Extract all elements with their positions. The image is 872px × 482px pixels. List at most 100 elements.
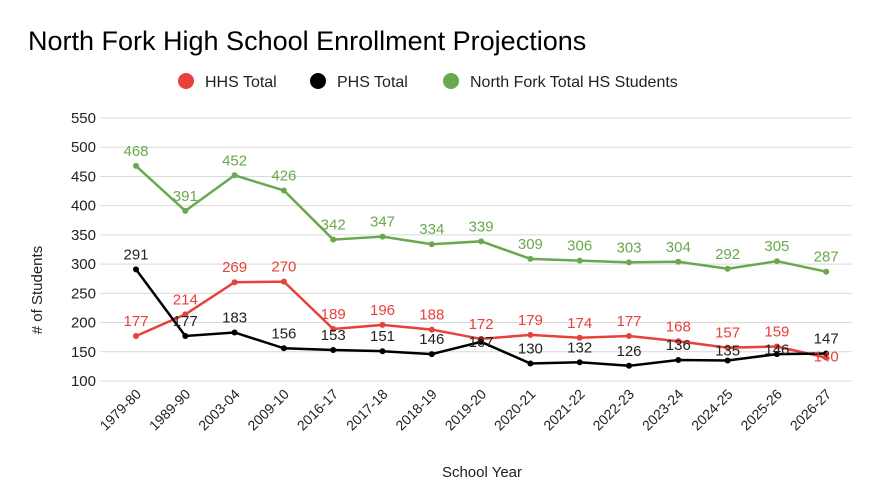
data-label: 426	[271, 167, 296, 184]
data-point	[231, 279, 238, 286]
y-tick-label: 450	[71, 168, 96, 185]
data-label: 146	[419, 331, 444, 348]
y-tick-label: 200	[71, 315, 96, 332]
data-point	[823, 350, 830, 357]
data-label: 153	[321, 327, 346, 344]
data-label: 305	[764, 238, 789, 255]
data-point	[527, 360, 534, 367]
data-label: 468	[123, 143, 148, 160]
x-tick-label: 1989-90	[146, 386, 194, 434]
data-point	[428, 326, 435, 333]
data-label: 130	[518, 340, 543, 357]
data-point	[330, 325, 337, 332]
data-label: 214	[173, 291, 198, 308]
data-point	[527, 255, 534, 262]
data-point	[626, 259, 632, 266]
data-point	[626, 362, 632, 369]
data-point	[576, 334, 583, 341]
y-axis-label: # of Students	[29, 246, 46, 334]
data-label: 306	[567, 238, 592, 255]
data-label: 292	[715, 246, 740, 263]
data-point	[675, 356, 682, 363]
x-tick-label: 2026-27	[787, 386, 835, 434]
data-label: 188	[419, 307, 444, 324]
data-label: 151	[370, 328, 395, 345]
data-point	[428, 351, 435, 358]
data-label: 167	[469, 334, 494, 351]
data-point	[133, 162, 139, 169]
y-tick-label: 350	[71, 227, 96, 244]
data-label: 140	[814, 349, 839, 366]
data-label: 157	[715, 325, 740, 342]
data-label: 391	[173, 188, 198, 205]
data-labels: 468 291 177 391 214 177 452 269 183 426 270 156 342 1…	[123, 143, 838, 366]
x-tick-label: 2017-18	[343, 386, 391, 434]
data-point	[182, 311, 189, 318]
y-tick-label: 250	[71, 285, 96, 302]
data-label: 452	[222, 152, 247, 169]
gridlines	[100, 117, 852, 382]
x-tick-label: 2021-22	[540, 386, 588, 434]
data-label: 287	[814, 249, 839, 266]
y-tick-label: 300	[71, 256, 96, 273]
data-label: 303	[616, 239, 641, 256]
data-point	[576, 359, 583, 366]
data-label: 177	[173, 313, 198, 330]
data-label: 136	[666, 337, 691, 354]
y-tick-label: 500	[71, 139, 96, 156]
data-point	[182, 332, 189, 339]
data-point	[428, 241, 435, 248]
y-axis-ticks: 100 150 200 250 300 350 400 450 500 550	[71, 110, 96, 390]
x-axis-ticks: 1979-80 1989-90 2003-04 2009-10 2016-17 2017-…	[96, 386, 834, 434]
data-label: 347	[370, 214, 395, 231]
data-label: 309	[518, 236, 543, 253]
x-tick-label: 2003-04	[195, 386, 243, 434]
data-label: 196	[370, 302, 395, 319]
data-label: 126	[616, 343, 641, 360]
data-point	[133, 266, 139, 273]
x-axis-label: School Year	[442, 464, 522, 481]
x-tick-label: 2025-26	[737, 386, 785, 434]
data-point	[478, 238, 485, 245]
data-label: 291	[123, 246, 148, 263]
data-label: 159	[764, 324, 789, 341]
x-tick-label: 2024-25	[688, 386, 736, 434]
x-tick-label: 2018-19	[392, 386, 440, 434]
data-point	[280, 187, 287, 194]
x-tick-label: 1979-80	[96, 386, 144, 434]
data-label: 179	[518, 312, 543, 329]
legend-label: North Fork Total HS Students	[470, 74, 678, 91]
data-label: 304	[666, 239, 691, 256]
data-point	[773, 343, 780, 350]
data-label: 342	[321, 217, 346, 234]
data-point	[724, 344, 731, 351]
data-label: 177	[616, 313, 641, 330]
data-point	[231, 172, 238, 179]
x-tick-label: 2009-10	[244, 386, 292, 434]
data-label: 132	[567, 339, 592, 356]
data-point	[675, 258, 682, 265]
data-label: 168	[666, 318, 691, 335]
data-label: 334	[419, 221, 444, 238]
data-point	[576, 257, 583, 264]
data-label: 270	[271, 259, 296, 276]
legend: HHS Total PHS Total North Fork Total HS St…	[178, 73, 678, 91]
data-point	[773, 351, 780, 358]
data-label: 177	[123, 313, 148, 330]
data-point	[724, 357, 731, 364]
y-tick-label: 150	[71, 344, 96, 361]
data-point	[280, 278, 287, 285]
legend-label: HHS Total	[205, 74, 277, 91]
data-label: 146	[764, 342, 789, 359]
data-label: 156	[271, 325, 296, 342]
data-point	[182, 207, 189, 214]
data-point	[626, 332, 632, 339]
data-point	[379, 321, 386, 328]
legend-marker	[178, 73, 194, 89]
data-point	[527, 331, 534, 338]
data-point	[675, 338, 682, 345]
data-point	[773, 258, 780, 265]
series-north-fork-total-hs-students	[133, 162, 830, 275]
